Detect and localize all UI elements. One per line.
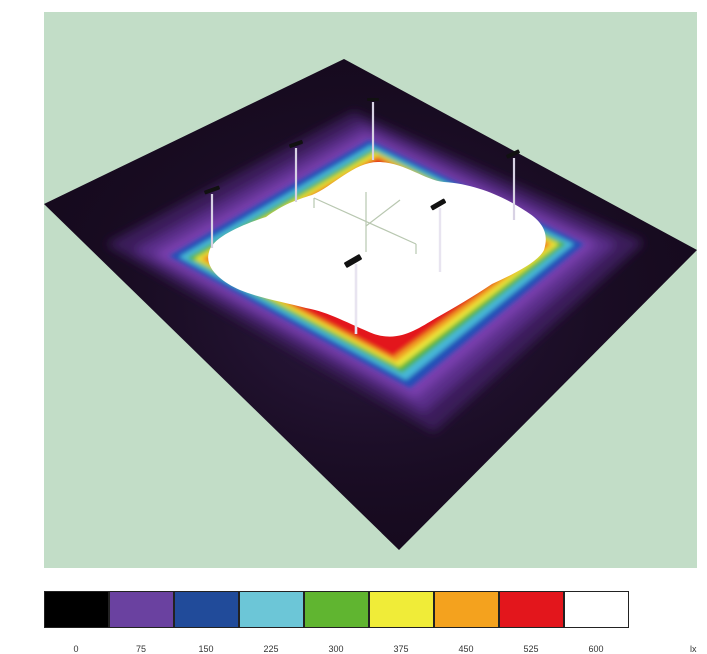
legend-tick-label: 75 (135, 644, 146, 654)
light-pole (506, 149, 520, 220)
legend-tick-label: 150 (198, 644, 214, 654)
legend-swatch (499, 591, 564, 628)
legend-tick-label: 600 (588, 644, 604, 654)
light-poles (204, 98, 520, 334)
legend-tick-label: 450 (458, 644, 474, 654)
legend-swatch (564, 591, 629, 628)
legend-tick-label: 525 (523, 644, 539, 654)
field-line (365, 199, 401, 227)
legend-swatch (369, 591, 434, 628)
legend-tick-label: 375 (393, 644, 409, 654)
light-pole (430, 198, 447, 272)
field-line (313, 197, 417, 245)
illuminance-canvas (44, 12, 697, 568)
legend-tick-label: 0 (73, 644, 79, 654)
light-pole (344, 254, 362, 334)
legend-swatch (174, 591, 239, 628)
illuminance-legend (44, 591, 634, 628)
legend-swatch (304, 591, 369, 628)
illuminance-3d-view (44, 12, 697, 568)
light-pole (289, 140, 303, 202)
legend-tick-label: 300 (328, 644, 344, 654)
legend-swatch (109, 591, 174, 628)
field-lines (313, 192, 417, 254)
legend-tick-label: 225 (263, 644, 279, 654)
legend-swatch (239, 591, 304, 628)
light-pole (367, 98, 379, 160)
band-600 (208, 162, 546, 337)
legend-swatch (434, 591, 499, 628)
light-pole (204, 185, 220, 248)
legend-swatch (44, 591, 109, 628)
legend-unit-label: lx (690, 644, 697, 654)
